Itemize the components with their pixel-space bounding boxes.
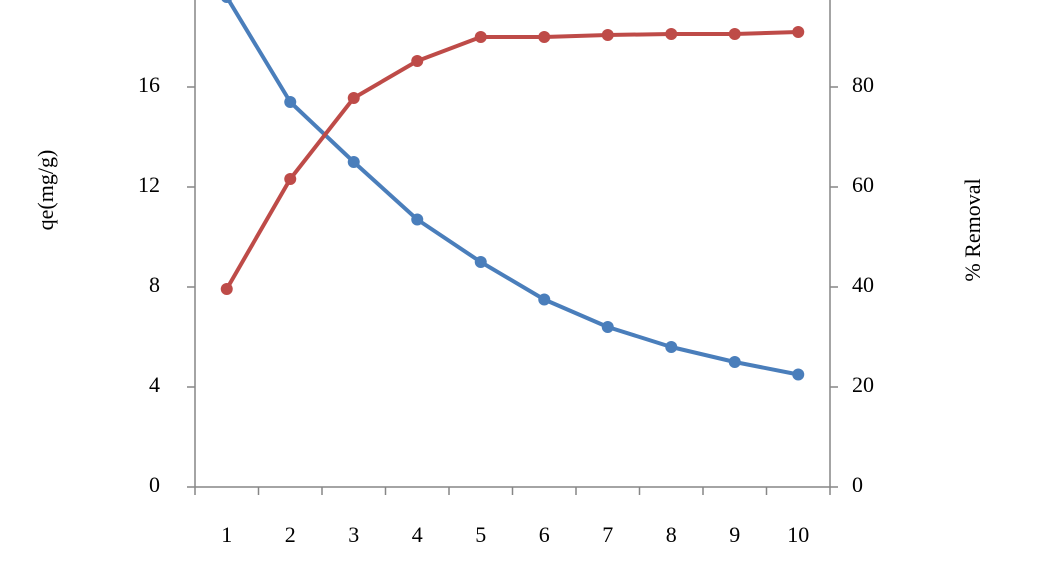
x-tick-label: 4 bbox=[412, 522, 423, 547]
y-tick-label: 16 bbox=[138, 72, 160, 97]
series-marker bbox=[601, 321, 614, 333]
x-tick-label: 9 bbox=[729, 522, 740, 547]
series-marker bbox=[538, 31, 551, 43]
y2-axis-title: % Removal bbox=[960, 178, 985, 281]
series-marker bbox=[220, 283, 233, 295]
x-tick-label: 3 bbox=[348, 522, 359, 547]
x-tick-label: 7 bbox=[602, 522, 613, 547]
x-tick-label: 6 bbox=[539, 522, 550, 547]
series-marker bbox=[792, 368, 805, 381]
y2-tick-label: 40 bbox=[852, 272, 874, 297]
series-marker bbox=[284, 96, 297, 108]
series-marker bbox=[221, 0, 232, 3]
series-marker bbox=[284, 173, 297, 185]
x-tick-label: 8 bbox=[666, 522, 677, 547]
y-tick-label: 8 bbox=[149, 272, 160, 297]
series-marker bbox=[665, 341, 678, 353]
series-marker bbox=[601, 29, 614, 41]
series-marker bbox=[411, 213, 424, 226]
y2-tick-label: 80 bbox=[852, 72, 874, 97]
series-line bbox=[226, 0, 799, 377]
series-marker bbox=[347, 156, 360, 168]
y2-tick-label: 60 bbox=[852, 172, 874, 197]
series-marker bbox=[728, 28, 741, 40]
y-axis-title: qe(mg/g) bbox=[33, 150, 58, 231]
y-tick-label: 12 bbox=[138, 172, 160, 197]
series-marker bbox=[411, 55, 424, 67]
y2-tick-label: 20 bbox=[852, 372, 874, 397]
y-tick-label: 0 bbox=[149, 472, 160, 497]
x-tick-label: 10 bbox=[787, 522, 809, 547]
x-tick-label: 5 bbox=[475, 522, 486, 547]
y2-tick-label: 0 bbox=[852, 472, 863, 497]
x-tick-label: 1 bbox=[221, 522, 232, 547]
y-tick-label: 4 bbox=[149, 372, 160, 397]
series-marker bbox=[347, 92, 360, 104]
series-marker bbox=[538, 293, 551, 306]
x-tick-label: 2 bbox=[285, 522, 296, 547]
series-marker bbox=[474, 31, 487, 43]
series-line bbox=[225, 30, 799, 290]
series-marker bbox=[792, 26, 805, 38]
series-marker bbox=[665, 28, 678, 40]
series-marker bbox=[728, 356, 741, 368]
series-marker bbox=[474, 256, 487, 268]
